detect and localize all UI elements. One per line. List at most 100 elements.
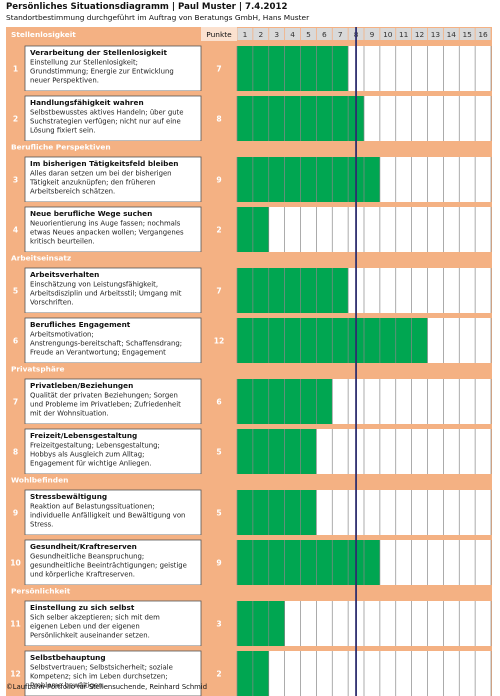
item-description-line: Kompetenz; sich im Leben durchsetzen;	[30, 673, 168, 681]
item-description-line: Selbstbewusstes aktives Handeln; über gu…	[30, 109, 184, 117]
tick-cell	[364, 28, 380, 40]
item-number: 4	[13, 226, 18, 235]
tick-cell	[316, 28, 332, 40]
item-title: Neue berufliche Wege suchen	[30, 209, 152, 218]
item-description-line: Stress.	[30, 521, 53, 529]
item-description-box	[24, 95, 202, 142]
item-description-line: individuelle Anfälligkeit und Bewältigun…	[30, 512, 185, 520]
item-description-box	[24, 600, 202, 647]
category-label: Berufliche Perspektiven	[11, 143, 111, 152]
tick-cell	[427, 28, 443, 40]
item-description-line: Gesundheitliche Beanspruchung;	[30, 553, 144, 561]
item-description-line: Freizeitgestaltung; Lebensgestaltung;	[30, 442, 160, 450]
item-title: Stressbewältigung	[30, 492, 107, 501]
item-description-line: Qualität der privaten Beziehungen; Sorge…	[30, 392, 178, 400]
item-title: Einstellung zu sich selbst	[30, 603, 135, 612]
item-score: 2	[216, 670, 221, 679]
category-label: Persönlichkeit	[11, 587, 71, 596]
item-title: Gesundheit/Kraftreserven	[30, 542, 137, 551]
item-score: 5	[216, 509, 221, 518]
tick-cell	[285, 28, 301, 40]
item-description-line: und körperliche Kraftreserven.	[30, 571, 135, 579]
category-row	[6, 474, 492, 485]
item-description-line: gesundheitliche Beeinträchtigungen; geis…	[30, 562, 187, 570]
category-label: Wohlbefinden	[11, 476, 68, 485]
item-description-line: Arbeitsmotivation;	[30, 331, 94, 339]
tick-cell	[475, 28, 491, 40]
score-bar	[237, 490, 317, 535]
score-bar	[237, 157, 380, 202]
tick-cell	[332, 28, 348, 40]
item-description-line: Reaktion auf Belastungssituationen;	[30, 503, 155, 511]
tick-cell	[396, 28, 412, 40]
item-number: 8	[13, 448, 18, 457]
item-title: Arbeitsverhalten	[30, 270, 99, 279]
item-description-line: Neuorientierung ins Auge fassen; nochmal…	[30, 220, 181, 228]
item-score: 6	[216, 398, 221, 407]
item-number: 5	[13, 287, 18, 296]
x-tick-label: 15	[462, 30, 472, 39]
item-description-line: etwas Neues anpacken wollen; Vergangenes	[30, 229, 184, 237]
item-description-box	[24, 267, 202, 314]
item-description-line: Sich selber akzeptieren; sich mit dem	[30, 614, 160, 622]
item-description-box	[24, 428, 202, 475]
score-bar	[237, 268, 349, 313]
item-description-box	[24, 378, 202, 425]
x-tick-label: 16	[478, 30, 488, 39]
item-score: 9	[216, 176, 221, 185]
item-score: 7	[216, 65, 221, 74]
header-category-label: Stellenlosigkeit	[11, 30, 76, 39]
x-tick-label: 13	[431, 30, 441, 39]
category-row	[6, 363, 492, 374]
item-description-line: kritisch beurteilen.	[30, 238, 95, 246]
item-number: 12	[10, 670, 21, 679]
item-description-line: Persönlichkeit auseinander setzen.	[30, 632, 150, 640]
item-score: 8	[216, 115, 221, 124]
x-tick-label: 5	[306, 30, 311, 39]
x-tick-label: 14	[447, 30, 457, 39]
tick-cell	[443, 28, 459, 40]
item-description-line: Probleme bewältigen.	[30, 682, 105, 690]
category-label: Arbeitseinsatz	[11, 254, 71, 263]
category-row	[6, 141, 492, 152]
item-description-line: Einschätzung von Leistungsfähigkeit,	[30, 281, 158, 289]
item-title: Selbstbehauptung	[30, 653, 106, 662]
item-number: 7	[13, 398, 18, 407]
copyright-footer: ©Laufbahn-Portfolio für Stellensuchende,…	[6, 683, 208, 691]
item-description-line: Alles daran setzen um bei der bisherigen	[30, 170, 172, 178]
item-description-line: mit der Wohnsituation.	[30, 410, 109, 418]
item-description-line: Arbeitsbereich schätzen.	[30, 188, 115, 196]
item-score: 7	[216, 287, 221, 296]
tick-cell	[237, 28, 253, 40]
item-number: 2	[13, 115, 18, 124]
x-tick-label: 6	[322, 30, 327, 39]
item-title: Freizeit/Lebensgestaltung	[30, 431, 137, 440]
score-bar	[237, 540, 380, 585]
item-description-box	[24, 489, 202, 536]
item-score: 5	[216, 448, 221, 457]
item-description-line: Tätigkeit anzuknüpfen; den früheren	[29, 179, 155, 187]
item-description-line: und Probleme im Privatleben; Zufriedenhe…	[30, 401, 181, 409]
item-description-box	[24, 317, 202, 364]
x-tick-label: 9	[370, 30, 375, 39]
tick-cell	[253, 28, 269, 40]
item-description-line: Engagement für wichtige Anliegen.	[30, 460, 151, 468]
item-title: Privatleben/Beziehungen	[30, 381, 133, 390]
punkte-header-label: Punkte	[206, 30, 232, 39]
item-description-box	[24, 650, 202, 696]
item-description-line: Einstellung zur Stellenlosigkeit;	[30, 59, 138, 67]
x-tick-label: 1	[243, 30, 248, 39]
x-tick-label: 4	[290, 30, 295, 39]
item-description-line: Vorschriften.	[30, 299, 74, 307]
item-description-line: Selbstvertrauen; Selbstsicherheit; sozia…	[30, 664, 173, 672]
category-row	[6, 252, 492, 263]
tick-cell	[412, 28, 428, 40]
item-title: Berufliches Engagement	[30, 320, 131, 329]
item-description-line: Suchstrategien verfügen; nicht nur auf e…	[30, 118, 181, 126]
category-label: Privatsphäre	[11, 365, 65, 374]
punkte-header-cell	[201, 27, 237, 41]
chart-title: Persönliches Situationsdiagramm | Paul M…	[6, 2, 288, 12]
x-tick-label: 2	[258, 30, 263, 39]
item-score: 2	[216, 226, 221, 235]
